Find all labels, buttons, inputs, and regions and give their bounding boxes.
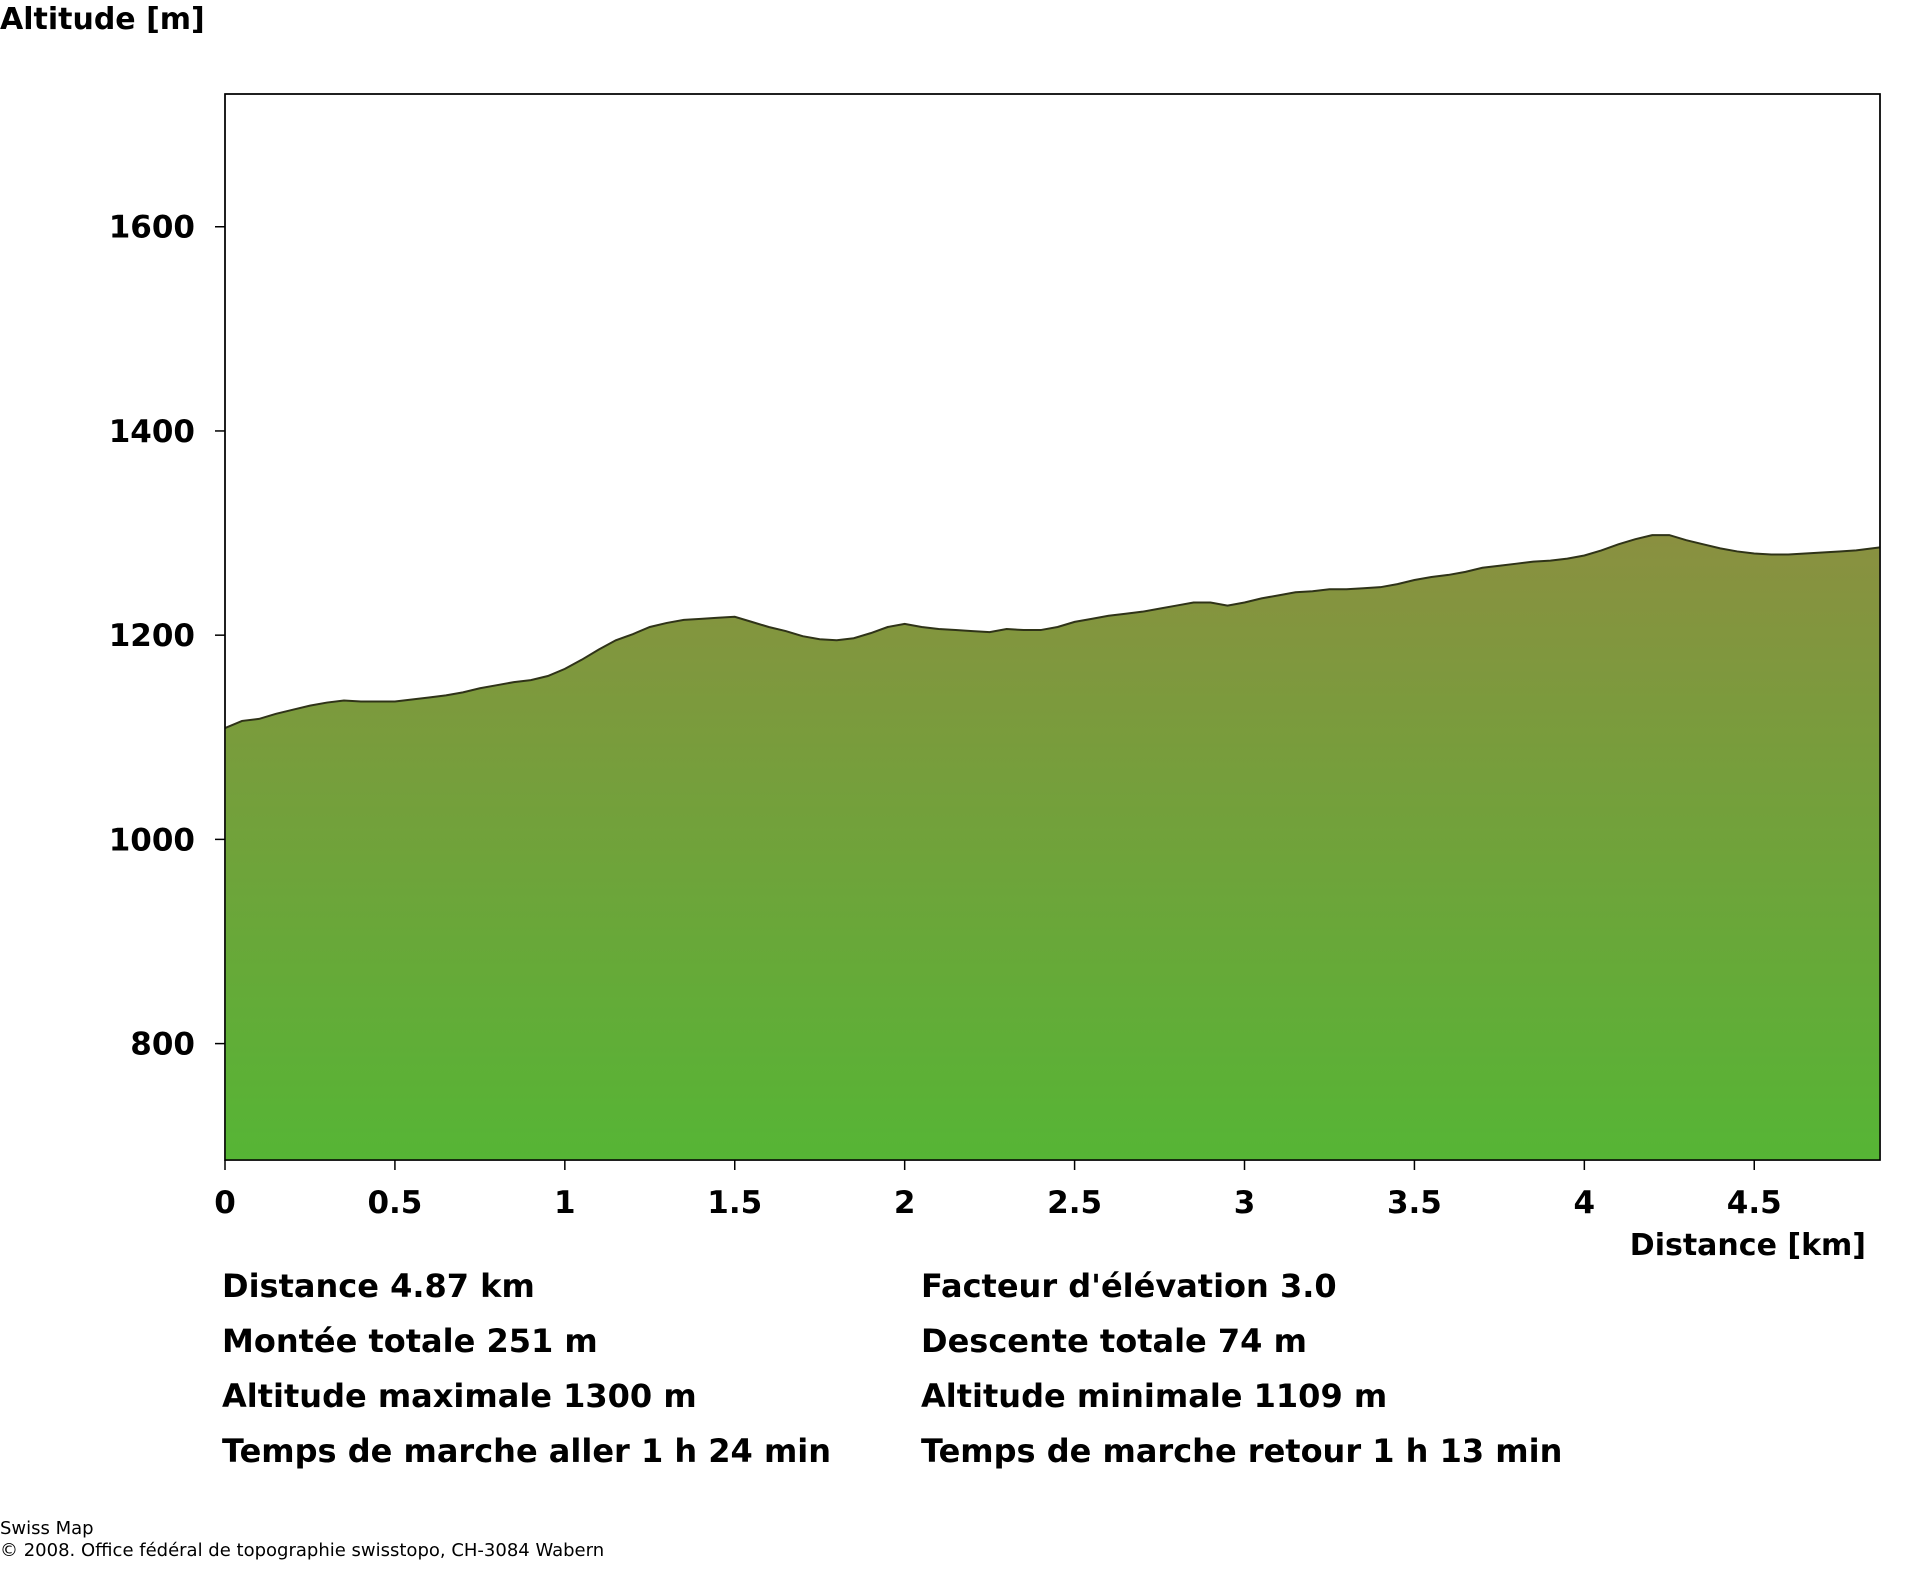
x-tick-label: 3	[1234, 1185, 1256, 1221]
x-tick-label: 4.5	[1727, 1185, 1782, 1221]
y-tick-label: 1400	[109, 414, 195, 450]
x-axis-label: Distance [km]	[1629, 1228, 1866, 1263]
x-tick-label: 3.5	[1387, 1185, 1442, 1221]
elevation-line	[224, 534, 1881, 730]
y-tick-label: 800	[130, 1027, 195, 1063]
stat-walk-time-return: Temps de marche retour 1 h 13 min	[921, 1432, 1563, 1470]
x-tick-label: 2.5	[1047, 1185, 1102, 1221]
stat-total-descent: Descente totale 74 m	[921, 1322, 1307, 1360]
stats-left: Distance 4.87 km Montée totale 251 m Alt…	[222, 1259, 831, 1479]
x-tick-label: 0	[214, 1185, 236, 1221]
x-tick-label: 2	[894, 1185, 916, 1221]
stat-walk-time-out: Temps de marche aller 1 h 24 min	[222, 1432, 832, 1470]
y-tick-label: 1200	[109, 618, 195, 654]
copyright-footer: Swiss Map © 2008. Office fédéral de topo…	[0, 1518, 604, 1562]
stat-distance: Distance 4.87 km	[222, 1267, 535, 1305]
x-tick-label: 1.5	[707, 1185, 762, 1221]
footer-product: Swiss Map	[0, 1518, 94, 1539]
x-tick-label: 0.5	[367, 1185, 422, 1221]
x-tick-label: 4	[1574, 1185, 1596, 1221]
stats-right: Facteur d'élévation 3.0 Descente totale …	[921, 1259, 1562, 1479]
plot-frame	[224, 93, 1881, 1161]
stat-elevation-factor: Facteur d'élévation 3.0	[921, 1267, 1337, 1305]
footer-copyright: © 2008. Office fédéral de topographie sw…	[0, 1540, 605, 1561]
y-axis-label: Altitude [m]	[0, 2, 205, 37]
elevation-area	[225, 535, 1880, 1160]
stat-min-altitude: Altitude minimale 1109 m	[921, 1377, 1388, 1415]
x-tick-label: 1	[554, 1185, 576, 1221]
y-tick-label: 1600	[109, 210, 195, 246]
stat-max-altitude: Altitude maximale 1300 m	[222, 1377, 697, 1415]
y-tick-label: 1000	[109, 822, 195, 858]
stat-total-ascent: Montée totale 251 m	[222, 1322, 598, 1360]
